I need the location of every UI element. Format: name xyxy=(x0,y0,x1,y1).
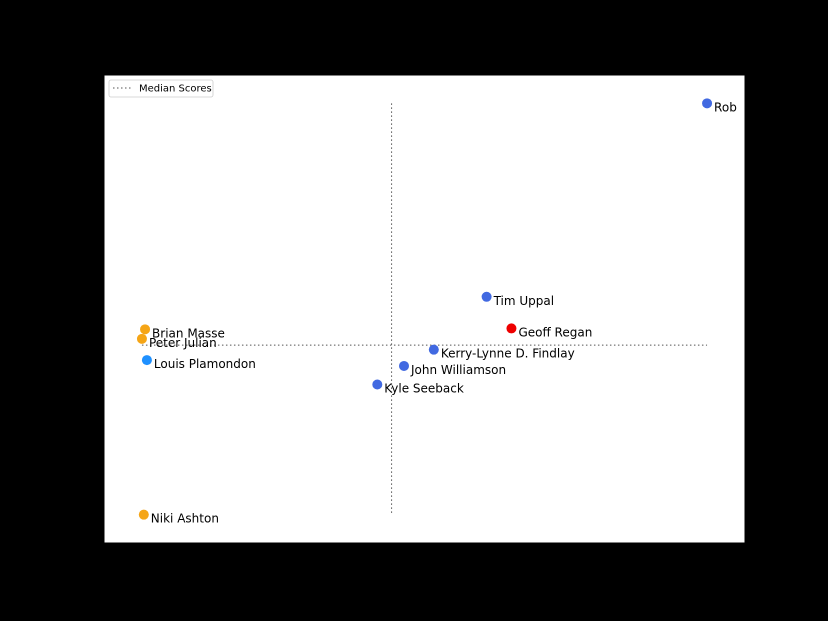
point-label: Niki Ashton xyxy=(151,512,219,526)
point-label: Peter Julian xyxy=(149,336,217,350)
data-point: Louis Plamondon xyxy=(141,355,256,371)
point-marker xyxy=(138,509,149,520)
legend: Median Scores xyxy=(108,79,214,98)
data-point: John Williamson xyxy=(399,360,506,377)
data-point: Kyle Seeback xyxy=(372,379,464,395)
point-label: Geoff Regan xyxy=(518,325,592,339)
data-point: Peter Julian xyxy=(136,333,217,350)
data-point: Tim Uppal xyxy=(481,291,555,308)
data-points: Rob Tim Uppal Geoff Regan Kerry-Lynne D. Fi… xyxy=(136,98,737,526)
data-point: Niki Ashton xyxy=(138,509,219,526)
point-marker xyxy=(428,344,439,355)
point-label: John Williamson xyxy=(410,363,506,377)
data-point: Kerry-Lynne D. Findlay xyxy=(428,344,575,361)
point-marker xyxy=(136,333,147,344)
data-point: Rob xyxy=(702,98,737,114)
point-label: Rob xyxy=(714,100,737,114)
point-marker xyxy=(140,324,151,335)
point-marker xyxy=(481,291,492,302)
point-marker xyxy=(141,355,152,366)
point-marker xyxy=(506,323,517,334)
point-label: Kyle Seeback xyxy=(384,381,464,395)
plot-area xyxy=(103,74,746,544)
point-label: Tim Uppal xyxy=(493,294,555,308)
point-marker xyxy=(399,360,410,371)
point-marker xyxy=(702,98,713,109)
point-label: Kerry-Lynne D. Findlay xyxy=(441,347,575,361)
point-label: Louis Plamondon xyxy=(154,357,256,371)
data-point: Brian Masse xyxy=(140,324,225,340)
point-marker xyxy=(372,379,383,390)
median-lines xyxy=(141,103,708,515)
data-point: Geoff Regan xyxy=(506,323,592,339)
legend-label: Median Scores xyxy=(139,84,212,95)
legend-box xyxy=(108,79,214,98)
point-label: Brian Masse xyxy=(152,326,225,340)
